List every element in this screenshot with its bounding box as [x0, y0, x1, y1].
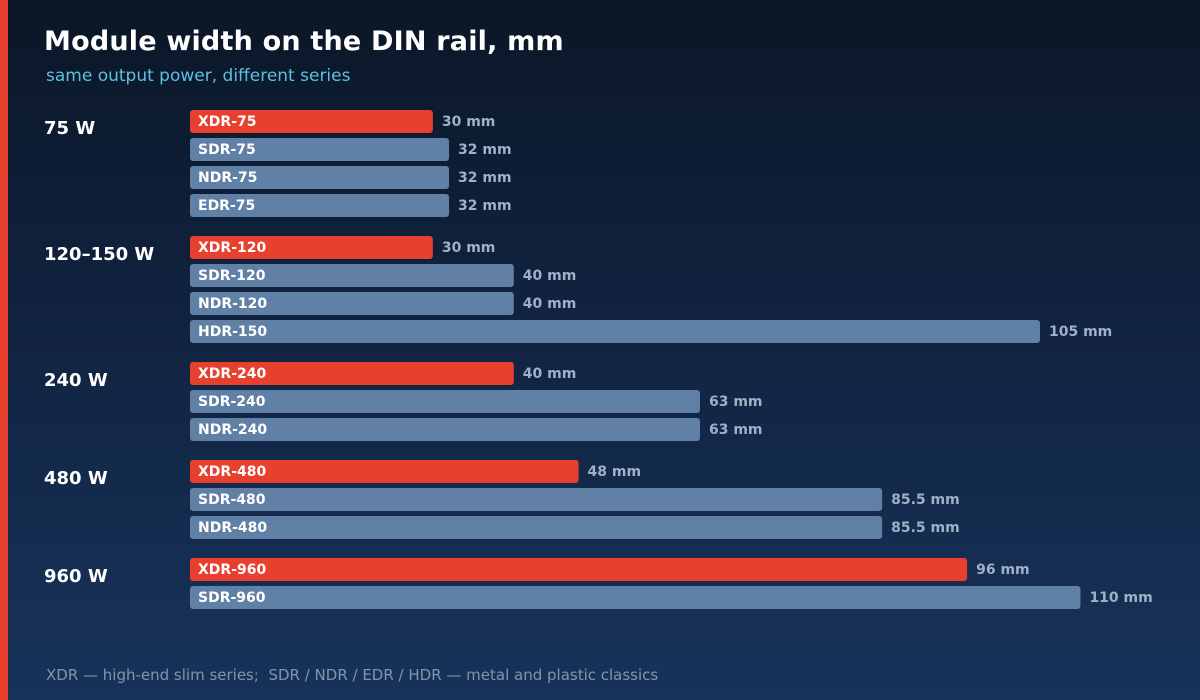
- value-label: 63 mm: [709, 394, 763, 410]
- bar-label: SDR-120: [198, 268, 266, 284]
- group-label: 75 W: [44, 118, 95, 139]
- bar: [190, 194, 450, 217]
- bar-label: NDR-120: [198, 296, 267, 312]
- bar-label: SDR-240: [198, 394, 266, 410]
- bar-label: EDR-75: [198, 198, 255, 214]
- group-label: 120–150 W: [44, 244, 154, 265]
- group-label: 240 W: [44, 370, 108, 391]
- bar-label: NDR-480: [198, 520, 267, 536]
- value-label: 85.5 mm: [891, 520, 960, 536]
- bar: [190, 320, 1040, 343]
- bar-label: SDR-960: [198, 590, 266, 606]
- value-label: 40 mm: [523, 296, 577, 312]
- bar-label: XDR-240: [198, 366, 266, 382]
- bar-label: XDR-75: [198, 114, 257, 130]
- bar: [190, 362, 514, 385]
- value-label: 30 mm: [442, 114, 496, 130]
- value-label: 32 mm: [458, 170, 512, 186]
- bar: [190, 488, 883, 511]
- value-label: 40 mm: [523, 268, 577, 284]
- value-label: 32 mm: [458, 142, 512, 158]
- bar: [190, 292, 514, 315]
- bar-label: NDR-240: [198, 422, 267, 438]
- bar: [190, 558, 968, 581]
- bar-label: XDR-480: [198, 464, 266, 480]
- value-label: 32 mm: [458, 198, 512, 214]
- accent-stripe: [0, 0, 8, 700]
- group-label: 960 W: [44, 566, 108, 587]
- value-label: 96 mm: [976, 562, 1030, 578]
- value-label: 48 mm: [588, 464, 642, 480]
- bar: [190, 516, 883, 539]
- value-label: 105 mm: [1049, 324, 1112, 340]
- bar: [190, 166, 450, 189]
- value-label: 85.5 mm: [891, 492, 960, 508]
- value-label: 40 mm: [523, 366, 577, 382]
- bar-label: NDR-75: [198, 170, 257, 186]
- chart-subtitle: same output power, different series: [46, 66, 351, 86]
- chart-footnote: XDR — high-end slim series; SDR / NDR / …: [46, 666, 659, 684]
- value-label: 63 mm: [709, 422, 763, 438]
- bar: [190, 460, 579, 483]
- bar-label: XDR-960: [198, 562, 266, 578]
- bar: [190, 418, 700, 441]
- bar: [190, 390, 700, 413]
- bar: [190, 264, 514, 287]
- bar-label: XDR-120: [198, 240, 266, 256]
- value-label: 30 mm: [442, 240, 496, 256]
- bar-label: SDR-480: [198, 492, 266, 508]
- bar: [190, 236, 433, 259]
- bar-label: SDR-75: [198, 142, 256, 158]
- bar: [190, 110, 433, 133]
- value-label: 110 mm: [1089, 590, 1152, 606]
- bar-label: HDR-150: [198, 324, 267, 340]
- bar: [190, 138, 450, 161]
- bar: [190, 586, 1081, 609]
- chart-title: Module width on the DIN rail, mm: [44, 26, 564, 57]
- group-label: 480 W: [44, 468, 108, 489]
